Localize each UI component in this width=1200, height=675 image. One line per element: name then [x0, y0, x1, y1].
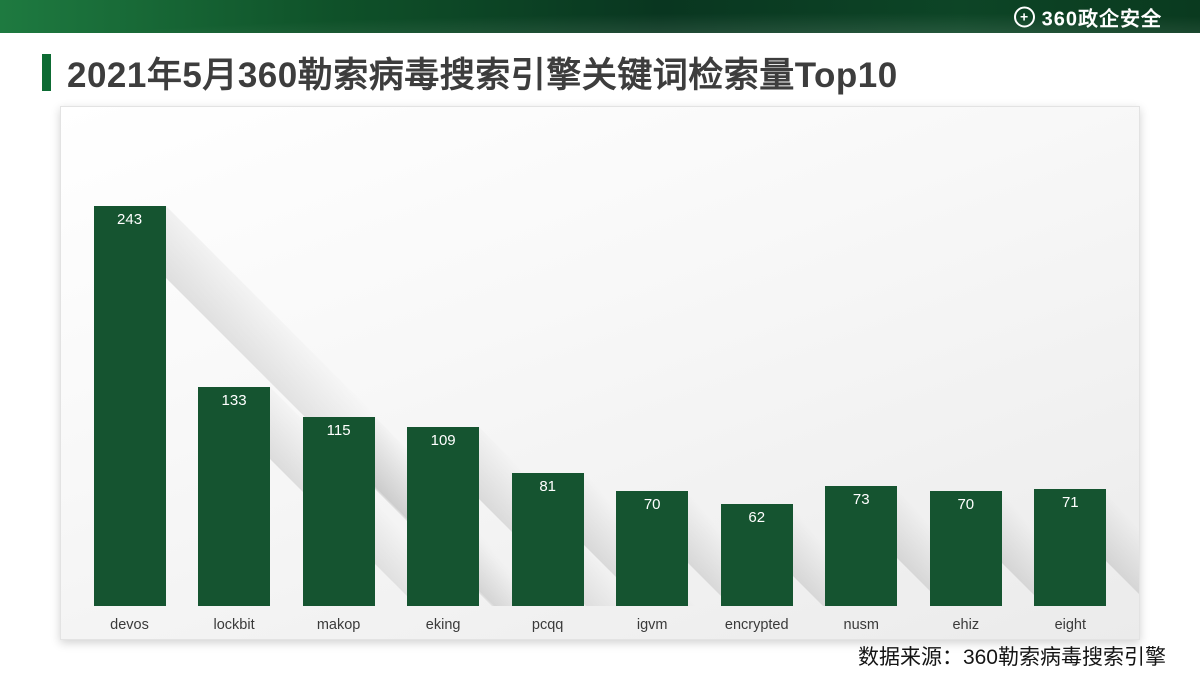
- bar-makop: 115: [302, 417, 375, 606]
- bar-group-devos: 243 devos: [93, 107, 566, 633]
- bar-group-lockbit: 133 lockbit: [198, 107, 490, 633]
- bar-category-label: lockbit: [213, 617, 255, 633]
- bar-value-label: 70: [957, 496, 975, 513]
- bar-value-label: 81: [539, 478, 556, 495]
- bar-eking: 109: [407, 427, 480, 606]
- bar-value-label: 109: [430, 432, 456, 449]
- bar-value-label: 243: [117, 211, 143, 228]
- bar-category-label: ehiz: [952, 617, 980, 633]
- bar-pcqq: 81: [511, 473, 584, 606]
- bar-value-label: 133: [221, 392, 247, 409]
- bar-group-ehiz: 70 ehiz: [929, 107, 1117, 633]
- bar-igvm: 70: [616, 491, 689, 606]
- bar-category-label: encrypted: [724, 617, 789, 633]
- bar-group-encrypted: 62 encrypted: [720, 107, 895, 633]
- bar-lockbit: 133: [198, 387, 271, 606]
- data-source: 数据来源：360勒索病毒搜索引擎: [857, 646, 1166, 669]
- bar-category-label: devos: [110, 617, 149, 633]
- bar-group-igvm: 70 igvm: [616, 107, 804, 633]
- bar-group-nusm: 73 nusm: [825, 107, 1018, 633]
- bar-category-label: igvm: [636, 617, 668, 633]
- bar-category-label: makop: [316, 617, 361, 633]
- plus-circle-icon: +: [1013, 6, 1035, 27]
- bar-value-label: 62: [748, 509, 766, 526]
- bar-encrypted: 62: [720, 504, 793, 606]
- bar-value-label: 73: [852, 491, 870, 508]
- bar-chart: 243 devos 133 lockbit 115 makop 109 eking 81 pcqq…: [60, 106, 1140, 640]
- bar-chart-plot-area: 243 devos 133 lockbit 115 makop 109 eking 81 pcqq…: [61, 107, 1139, 633]
- bar-group-pcqq: 81 pcqq: [511, 107, 717, 633]
- bar-group-eking: 109 eking: [407, 107, 659, 633]
- bar-devos: 243: [93, 206, 166, 606]
- bar-nusm: 73: [825, 486, 898, 606]
- header-bar: + 360政企安全: [0, 0, 1200, 33]
- bar-group-makop: 115 makop: [302, 107, 564, 633]
- bar-eight: 71: [1034, 489, 1107, 606]
- page-title: 2021年5月360勒索病毒搜索引擎关键词检索量Top10: [67, 56, 898, 95]
- title-row: 2021年5月360勒索病毒搜索引擎关键词检索量Top10: [42, 47, 898, 98]
- bar-category-label: nusm: [843, 617, 879, 633]
- bar-value-label: 71: [1061, 494, 1079, 511]
- bar-category-label: eking: [425, 617, 461, 633]
- bar-group-eight: 71 eight: [1034, 107, 1139, 633]
- bar-value-label: 70: [643, 496, 661, 513]
- title-accent-bar: [42, 54, 51, 91]
- bar-ehiz: 70: [929, 491, 1002, 606]
- bar-category-label: pcqq: [531, 617, 564, 633]
- logo-text: 360政企安全: [1041, 8, 1162, 30]
- bar-category-label: eight: [1054, 617, 1087, 633]
- logo: + 360政企安全: [1013, 2, 1162, 31]
- bar-value-label: 115: [326, 422, 351, 439]
